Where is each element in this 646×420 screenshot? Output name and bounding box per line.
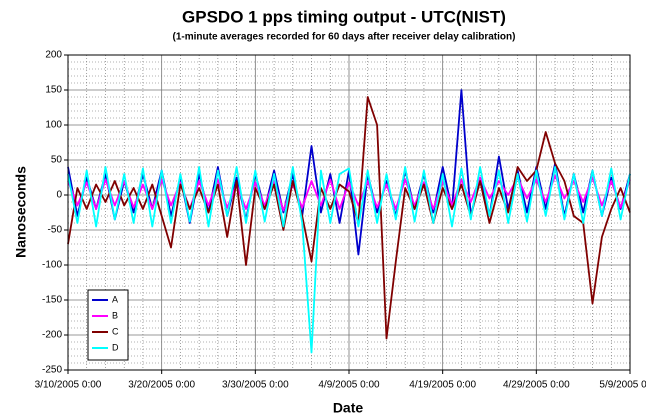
legend-label: B bbox=[112, 310, 118, 320]
y-tick-label: 50 bbox=[51, 155, 63, 166]
legend-label: A bbox=[112, 294, 118, 304]
plot-border bbox=[67, 54, 631, 371]
y-tick-label: 100 bbox=[45, 120, 62, 131]
x-axis-label: Date bbox=[333, 400, 364, 416]
y-tick-label: 0 bbox=[56, 190, 62, 201]
x-tick-label: 4/19/2005 0:00 bbox=[409, 380, 476, 391]
x-tick-label: 4/9/2005 0:00 bbox=[318, 380, 380, 391]
y-tick-label: -200 bbox=[42, 330, 62, 341]
x-tick-label: 5/9/2005 0:00 bbox=[599, 380, 646, 391]
chart-subtitle: (1-minute averages recorded for 60 days … bbox=[173, 32, 516, 43]
y-tick-label: 200 bbox=[45, 50, 62, 61]
y-tick-label: 150 bbox=[45, 85, 62, 96]
legend-label: D bbox=[112, 342, 119, 352]
data-line bbox=[67, 166, 631, 354]
x-tick-label: 3/30/2005 0:00 bbox=[222, 380, 289, 391]
y-tick-label: -100 bbox=[42, 260, 62, 271]
legend-label: C bbox=[112, 326, 119, 336]
x-tick-label: 4/29/2005 0:00 bbox=[503, 380, 570, 391]
y-tick-label: -50 bbox=[48, 225, 63, 236]
chart-title: GPSDO 1 pps timing output - UTC(NIST) bbox=[182, 7, 506, 26]
x-tick-label: 3/20/2005 0:00 bbox=[128, 380, 195, 391]
y-tick-label: -150 bbox=[42, 295, 62, 306]
data-line bbox=[67, 174, 631, 212]
y-axis-label: Nanoseconds bbox=[13, 166, 29, 258]
x-tick-label: 3/10/2005 0:00 bbox=[35, 380, 102, 391]
y-tick-label: -250 bbox=[42, 365, 62, 376]
